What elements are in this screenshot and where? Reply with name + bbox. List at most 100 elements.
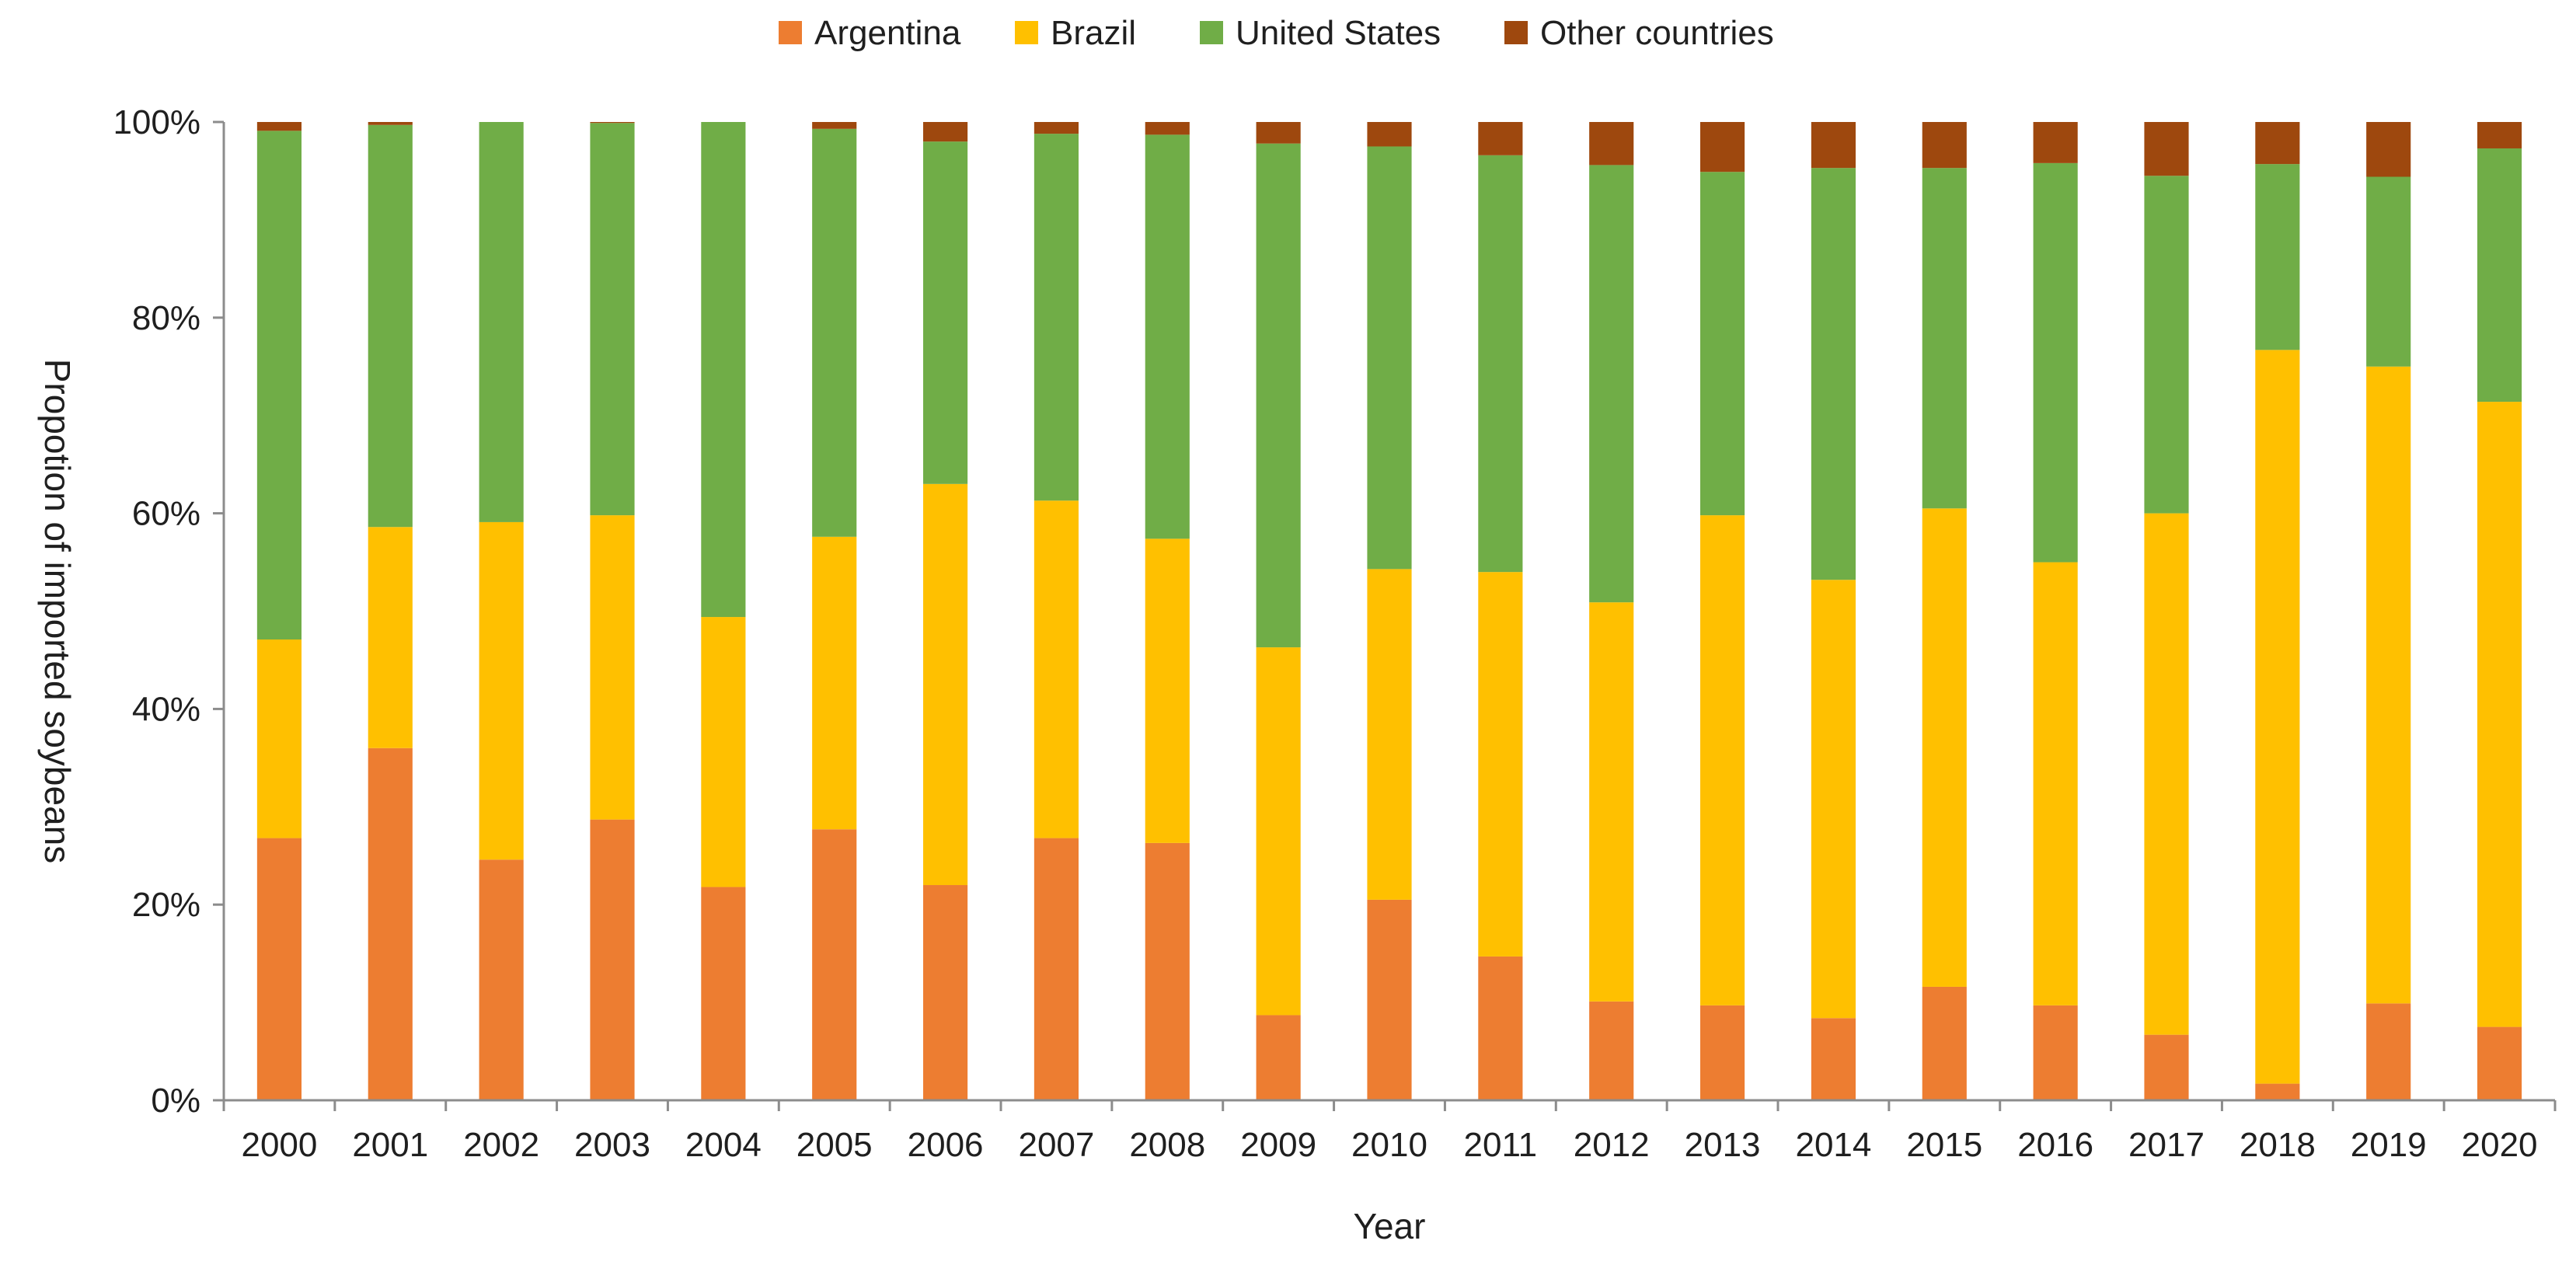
bar-brazil-2006 — [923, 483, 968, 886]
bar-brazil-2018 — [2255, 350, 2300, 1084]
bar-united-states-2001 — [368, 124, 413, 528]
bar-united-states-2011 — [1478, 155, 1523, 573]
legend-swatch — [1504, 21, 1528, 44]
y-tick-label: 60% — [132, 495, 200, 533]
bar-argentina-2017 — [2144, 1034, 2189, 1100]
bar-united-states-2009 — [1256, 143, 1301, 648]
bar-united-states-2017 — [2144, 176, 2189, 514]
bar-argentina-2004 — [701, 887, 746, 1100]
legend-label: United States — [1236, 14, 1441, 52]
bar-argentina-2020 — [2477, 1026, 2522, 1100]
legend-swatch — [1015, 21, 1038, 44]
legend-item-brazil: Brazil — [1015, 14, 1136, 52]
bar-brazil-2010 — [1367, 569, 1412, 900]
x-tick-label: 2007 — [1018, 1126, 1094, 1164]
bar-brazil-2015 — [1922, 508, 1967, 987]
x-tick-label: 2004 — [685, 1126, 762, 1164]
bar-brazil-2011 — [1478, 572, 1523, 957]
x-tick-label: 2013 — [1685, 1126, 1761, 1164]
x-tick-label: 2001 — [352, 1126, 428, 1164]
bar-stack-2019 — [2366, 122, 2411, 1100]
bar-stack-2016 — [2033, 122, 2078, 1100]
bar-united-states-2002 — [479, 122, 524, 522]
x-tick-label: 2005 — [797, 1126, 873, 1164]
x-axis-label: Year — [1354, 1206, 1426, 1246]
bar-brazil-2009 — [1256, 647, 1301, 1016]
legend-label: Other countries — [1540, 14, 1774, 52]
bar-other-countries-2007 — [1034, 122, 1079, 134]
x-tick-label: 2006 — [908, 1126, 984, 1164]
x-tick-label: 2011 — [1464, 1126, 1538, 1164]
x-tick-label: 2020 — [2462, 1126, 2538, 1164]
bar-brazil-2001 — [368, 527, 413, 748]
bar-argentina-2014 — [1811, 1018, 1856, 1100]
bar-united-states-2006 — [923, 141, 968, 484]
bar-other-countries-2013 — [1700, 122, 1745, 172]
bar-argentina-2010 — [1367, 899, 1412, 1100]
y-tick-label: 40% — [132, 690, 200, 728]
bar-brazil-2019 — [2366, 366, 2411, 1004]
legend-swatch — [1200, 21, 1223, 44]
bar-other-countries-2005 — [812, 122, 857, 129]
bar-united-states-2012 — [1589, 165, 1634, 603]
x-tick-label: 2003 — [574, 1126, 650, 1164]
bar-other-countries-2018 — [2255, 122, 2300, 165]
bar-brazil-2000 — [256, 639, 302, 838]
bar-stack-2020 — [2477, 122, 2522, 1100]
legend-label: Brazil — [1051, 14, 1136, 52]
bar-argentina-2018 — [2255, 1083, 2300, 1100]
bar-stack-2005 — [812, 122, 857, 1100]
bar-other-countries-2000 — [256, 122, 302, 131]
bar-stack-2017 — [2144, 122, 2189, 1100]
legend-item-other-countries: Other countries — [1504, 14, 1774, 52]
bar-united-states-2014 — [1811, 168, 1856, 580]
x-tick-label: 2009 — [1240, 1126, 1316, 1164]
bar-other-countries-2001 — [368, 122, 413, 125]
bar-united-states-2016 — [2033, 162, 2078, 563]
legend-swatch — [779, 21, 802, 44]
bar-united-states-2007 — [1034, 134, 1079, 501]
bar-argentina-2003 — [590, 819, 635, 1100]
bar-argentina-2015 — [1922, 986, 1967, 1100]
bar-united-states-2013 — [1700, 172, 1745, 516]
bar-united-states-2005 — [812, 128, 857, 537]
bar-other-countries-2010 — [1367, 122, 1412, 147]
bar-united-states-2004 — [701, 122, 746, 618]
bar-argentina-2006 — [923, 885, 968, 1100]
bar-other-countries-2003 — [590, 122, 635, 124]
bar-argentina-2000 — [256, 838, 302, 1100]
legend-item-united-states: United States — [1200, 14, 1441, 52]
x-tick-label: 2000 — [241, 1126, 317, 1164]
bar-united-states-2020 — [2477, 148, 2522, 402]
bar-stack-2002 — [479, 122, 524, 1100]
bar-stack-2008 — [1145, 122, 1190, 1100]
bar-stack-2014 — [1811, 122, 1856, 1100]
y-tick-label: 20% — [132, 886, 200, 924]
bar-stack-2004 — [701, 122, 746, 1100]
bar-united-states-2018 — [2255, 164, 2300, 350]
bar-united-states-2019 — [2366, 176, 2411, 367]
x-tick-label: 2017 — [2128, 1126, 2205, 1164]
bar-united-states-2010 — [1367, 146, 1412, 570]
x-tick-label: 2019 — [2351, 1126, 2427, 1164]
bar-argentina-2002 — [479, 859, 524, 1100]
x-tick-label: 2014 — [1795, 1126, 1871, 1164]
x-tick-label: 2018 — [2240, 1126, 2316, 1164]
bar-brazil-2007 — [1034, 500, 1079, 838]
bar-argentina-2005 — [812, 829, 857, 1100]
bar-other-countries-2011 — [1478, 122, 1523, 155]
bar-other-countries-2017 — [2144, 122, 2189, 176]
bar-united-states-2003 — [590, 123, 635, 516]
bar-other-countries-2016 — [2033, 122, 2078, 163]
x-tick-label: 2015 — [1906, 1126, 1982, 1164]
bar-argentina-2019 — [2366, 1003, 2411, 1100]
bar-brazil-2005 — [812, 536, 857, 830]
bar-united-states-2008 — [1145, 134, 1190, 539]
bar-brazil-2020 — [2477, 402, 2522, 1027]
bar-other-countries-2008 — [1145, 122, 1190, 135]
x-axis: 2000 2001 2002 2003 2004 2005 2006 2007 2008 2009… — [222, 1099, 2557, 1164]
bar-argentina-2012 — [1589, 1001, 1634, 1100]
bar-stack-2011 — [1478, 122, 1523, 1100]
x-tick-label: 2010 — [1351, 1126, 1427, 1164]
